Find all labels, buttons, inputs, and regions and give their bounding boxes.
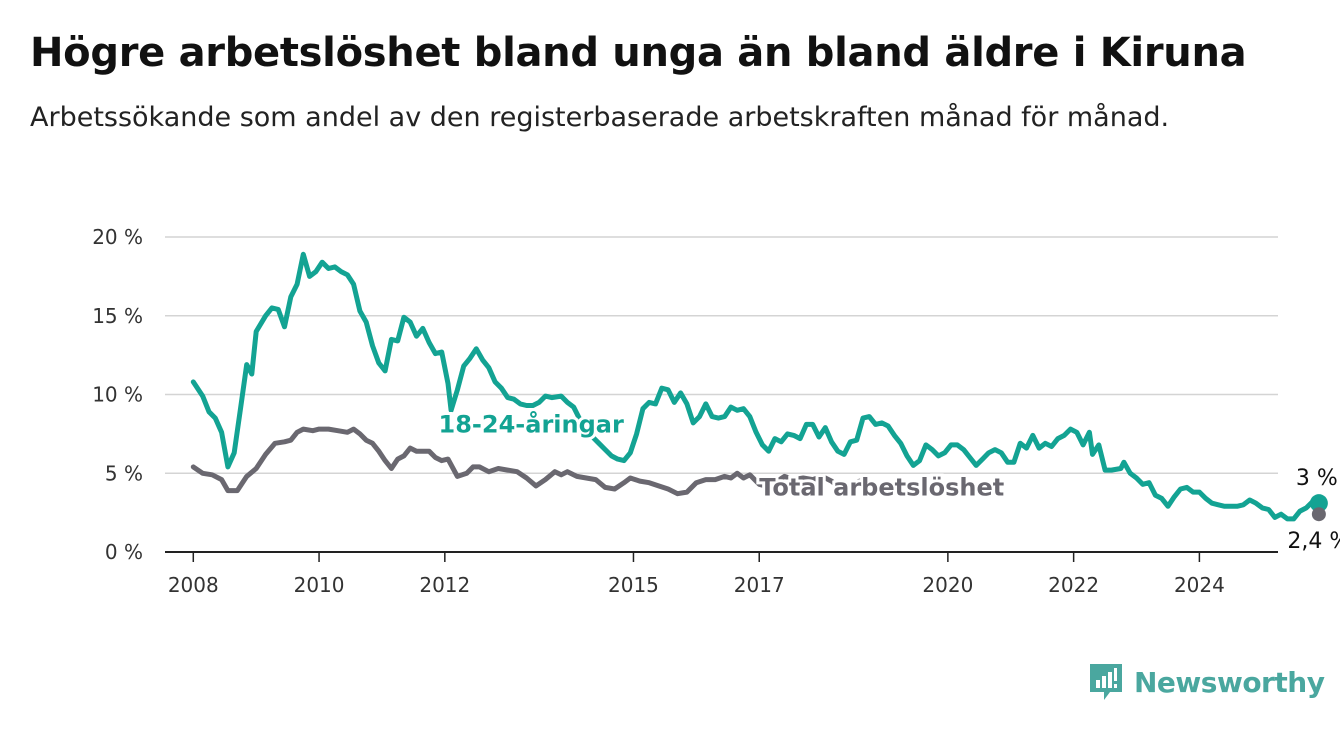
series-label-youth: 18-24-åringar (439, 409, 624, 438)
x-tick-label: 2010 (294, 573, 345, 597)
end-value-total: 2,4 % (1287, 529, 1340, 554)
axis: 0 % 5 % 10 % 15 % 20 % 2008 2010 2012 2015 2017 20… (92, 225, 1278, 597)
y-tick-label: 20 % (92, 225, 143, 249)
series-line-total (190, 426, 872, 497)
series-label-total: Total arbetslöshet (759, 473, 1004, 501)
x-tick-label: 2015 (608, 573, 659, 597)
newsworthy-logo-icon (1090, 664, 1122, 700)
series-labels: 18-24-åringar Total arbetslöshet (436, 406, 1008, 504)
chart-title: Högre arbetslöshet bland unga än bland ä… (30, 30, 1247, 76)
x-tick-label: 2008 (168, 573, 219, 597)
y-tick-label: 0 % (105, 540, 143, 564)
brand-name: Newsworthy (1134, 665, 1325, 699)
grid-lines (165, 236, 1278, 474)
x-tick-label: 2017 (734, 573, 785, 597)
series-lines (190, 251, 1322, 522)
x-tick-label: 2022 (1048, 573, 1099, 597)
y-tick-label: 5 % (105, 461, 143, 485)
end-markers: 3 % 2,4 % (1287, 466, 1340, 554)
series-line-youth (190, 251, 1322, 522)
x-tick-label: 2012 (419, 573, 470, 597)
end-value-youth: 3 % (1296, 466, 1338, 491)
chart-subtitle: Arbetssökande som andel av den registerb… (30, 102, 1170, 133)
end-marker-youth (1309, 494, 1328, 513)
y-tick-label: 10 % (92, 383, 143, 407)
x-tick-label: 2020 (922, 573, 973, 597)
x-tick-label: 2024 (1174, 573, 1225, 597)
newsworthy-logo[interactable]: Newsworthy (1088, 660, 1325, 704)
end-marker-total (1311, 507, 1326, 522)
y-tick-label: 15 % (92, 304, 143, 328)
